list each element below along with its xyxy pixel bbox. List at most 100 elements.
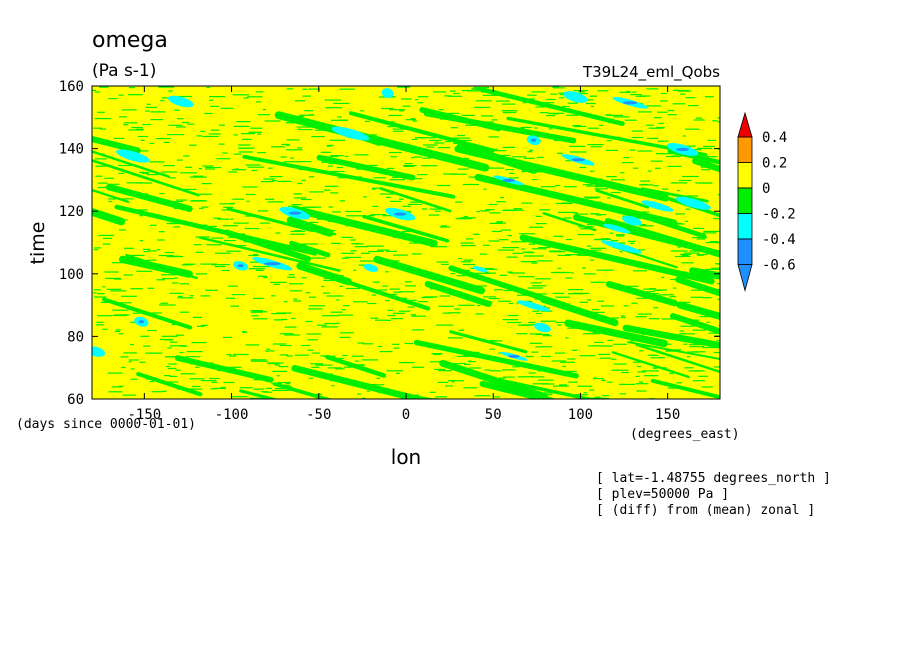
texture-dash <box>209 96 226 98</box>
texture-dash <box>339 88 355 90</box>
texture-dash <box>147 287 154 289</box>
texture-dash <box>337 116 342 118</box>
texture-dash <box>160 274 176 276</box>
texture-dash <box>636 297 647 299</box>
texture-dash <box>149 224 157 226</box>
texture-dash <box>531 91 537 93</box>
colorbar-box <box>737 162 753 189</box>
texture-dash <box>221 269 230 272</box>
texture-dash <box>299 129 313 131</box>
texture-dash <box>275 232 281 234</box>
texture-dash <box>417 96 429 98</box>
texture-dash <box>475 272 490 274</box>
streak-negative <box>595 189 650 209</box>
texture-dash <box>308 296 317 298</box>
texture-dash <box>646 88 659 90</box>
texture-dash <box>423 144 438 146</box>
colorbar-box <box>737 238 753 265</box>
texture-dash <box>202 224 208 226</box>
texture-dash <box>244 227 260 230</box>
texture-dash <box>685 208 691 210</box>
texture-dash <box>548 394 553 396</box>
texture-dash <box>96 321 104 323</box>
texture-dash <box>611 240 619 242</box>
texture-dash <box>273 319 284 321</box>
texture-dash <box>480 268 498 270</box>
texture-dash <box>697 254 704 256</box>
texture-dash <box>230 305 239 307</box>
texture-dash <box>286 139 300 141</box>
texture-dash <box>583 392 587 394</box>
texture-dash <box>283 301 288 303</box>
texture-dash <box>145 106 158 108</box>
texture-dash <box>419 137 436 139</box>
texture-dash <box>229 202 235 204</box>
texture-dash <box>147 329 157 332</box>
texture-dash <box>268 167 273 169</box>
texture-dash <box>262 108 267 111</box>
texture-dash <box>445 141 452 143</box>
texture-dash <box>513 208 522 210</box>
texture-dash <box>130 288 143 290</box>
texture-dash <box>455 201 463 203</box>
minimum-core <box>264 262 281 266</box>
texture-dash <box>124 247 134 249</box>
texture-dash <box>187 123 195 125</box>
texture-dash <box>123 122 138 124</box>
texture-dash <box>202 165 214 167</box>
texture-dash <box>442 312 452 314</box>
texture-dash <box>531 262 538 264</box>
texture-dash <box>311 366 320 368</box>
texture-dash <box>495 222 507 224</box>
texture-dash <box>669 372 674 375</box>
streak-negative <box>519 234 715 285</box>
texture-dash <box>613 116 630 118</box>
texture-dash <box>574 394 589 396</box>
texture-dash <box>636 365 642 368</box>
texture-dash <box>680 325 695 327</box>
texture-dash <box>502 319 519 321</box>
texture-dash <box>472 87 479 89</box>
texture-dash <box>574 213 589 215</box>
texture-dash <box>579 301 589 303</box>
texture-dash <box>508 177 519 179</box>
streak-negative <box>481 375 597 399</box>
texture-dash <box>453 92 460 95</box>
texture-dash <box>402 205 411 207</box>
streak-negative <box>627 341 720 361</box>
texture-dash <box>463 259 473 261</box>
texture-dash <box>701 169 710 171</box>
texture-dash <box>289 283 304 285</box>
texture-dash <box>222 152 228 154</box>
texture-dash <box>205 289 218 291</box>
texture-dash <box>210 105 219 107</box>
colorbar-arrow-top <box>737 111 753 138</box>
texture-dash <box>588 345 605 347</box>
colorbar-box <box>737 187 753 214</box>
texture-dash <box>146 174 160 176</box>
texture-dash <box>619 91 632 93</box>
texture-dash <box>265 198 275 200</box>
texture-dash <box>566 114 579 116</box>
texture-dash <box>529 98 535 100</box>
texture-dash <box>583 196 601 198</box>
texture-dash <box>711 267 720 269</box>
texture-dash <box>106 288 122 290</box>
texture-dash <box>529 226 544 228</box>
texture-dash <box>108 391 123 393</box>
texture-dash <box>258 275 268 277</box>
texture-dash <box>236 121 251 123</box>
texture-dash <box>336 166 343 169</box>
texture-dash <box>332 355 336 357</box>
texture-dash <box>560 361 575 363</box>
texture-dash <box>498 249 515 251</box>
texture-dash <box>551 271 568 274</box>
texture-dash <box>284 326 297 328</box>
texture-dash <box>611 317 620 319</box>
texture-dash <box>250 310 264 312</box>
texture-dash <box>565 277 573 279</box>
texture-dash <box>176 159 183 161</box>
texture-dash <box>488 298 500 300</box>
texture-dash <box>662 188 669 190</box>
texture-dash <box>646 124 654 126</box>
